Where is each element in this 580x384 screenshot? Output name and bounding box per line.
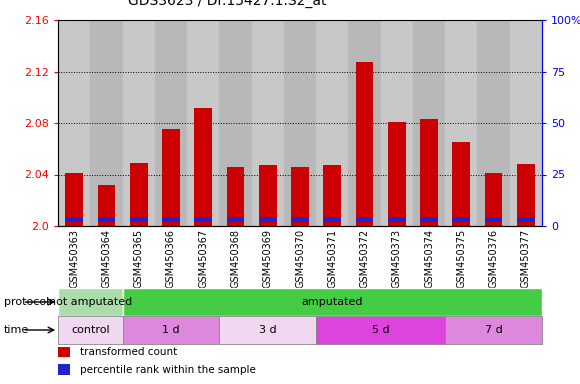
Text: percentile rank within the sample: percentile rank within the sample [80, 365, 256, 375]
Text: 1 d: 1 d [162, 325, 180, 335]
Bar [259, 166, 277, 226]
Bar [316, 316, 445, 344]
Text: 3 d: 3 d [259, 325, 277, 335]
Bar [162, 217, 180, 222]
Bar [122, 20, 155, 226]
Text: protocol: protocol [4, 297, 49, 307]
Bar [122, 288, 542, 316]
Text: control: control [71, 325, 110, 335]
Bar [122, 316, 219, 344]
Bar [97, 217, 115, 222]
Text: 7 d: 7 d [485, 325, 502, 335]
Bar [130, 217, 147, 222]
Bar [324, 217, 341, 222]
Bar [485, 173, 502, 226]
Text: transformed count: transformed count [80, 347, 177, 357]
Bar [485, 217, 502, 222]
Bar [155, 20, 187, 226]
Bar [97, 185, 115, 226]
Bar [259, 217, 277, 222]
Bar [445, 20, 477, 226]
Text: amputated: amputated [302, 297, 363, 307]
Bar [227, 167, 244, 226]
Bar [388, 217, 405, 222]
Bar [517, 217, 535, 222]
Bar [58, 20, 90, 226]
Bar [477, 20, 510, 226]
Bar [58, 316, 122, 344]
Text: not amputated: not amputated [49, 297, 132, 307]
Bar [194, 217, 212, 222]
Bar [58, 288, 122, 316]
Bar [413, 20, 445, 226]
Bar [291, 217, 309, 222]
Bar [284, 20, 316, 226]
Bar [420, 119, 438, 226]
Bar [324, 166, 341, 226]
Bar [252, 20, 284, 226]
Bar [356, 217, 374, 222]
Bar [291, 167, 309, 226]
Bar [219, 20, 252, 226]
Bar [388, 122, 405, 226]
Bar [452, 217, 470, 222]
Bar [194, 108, 212, 226]
Bar [445, 316, 542, 344]
Bar [356, 63, 374, 226]
Text: 5 d: 5 d [372, 325, 390, 335]
Bar [420, 217, 438, 222]
Bar [58, 347, 70, 358]
Bar [66, 217, 83, 222]
Text: time: time [4, 325, 29, 335]
Bar [219, 316, 316, 344]
Bar [66, 173, 83, 226]
Bar [517, 164, 535, 226]
Bar [90, 20, 122, 226]
Bar [316, 20, 349, 226]
Text: GDS3623 / Dr.15427.1.S2_at: GDS3623 / Dr.15427.1.S2_at [128, 0, 327, 8]
Bar [380, 20, 413, 226]
Bar [510, 20, 542, 226]
Bar [58, 364, 70, 375]
Bar [162, 129, 180, 226]
Bar [187, 20, 219, 226]
Bar [349, 20, 380, 226]
Bar [452, 142, 470, 226]
Bar [130, 163, 147, 226]
Bar [227, 217, 244, 222]
